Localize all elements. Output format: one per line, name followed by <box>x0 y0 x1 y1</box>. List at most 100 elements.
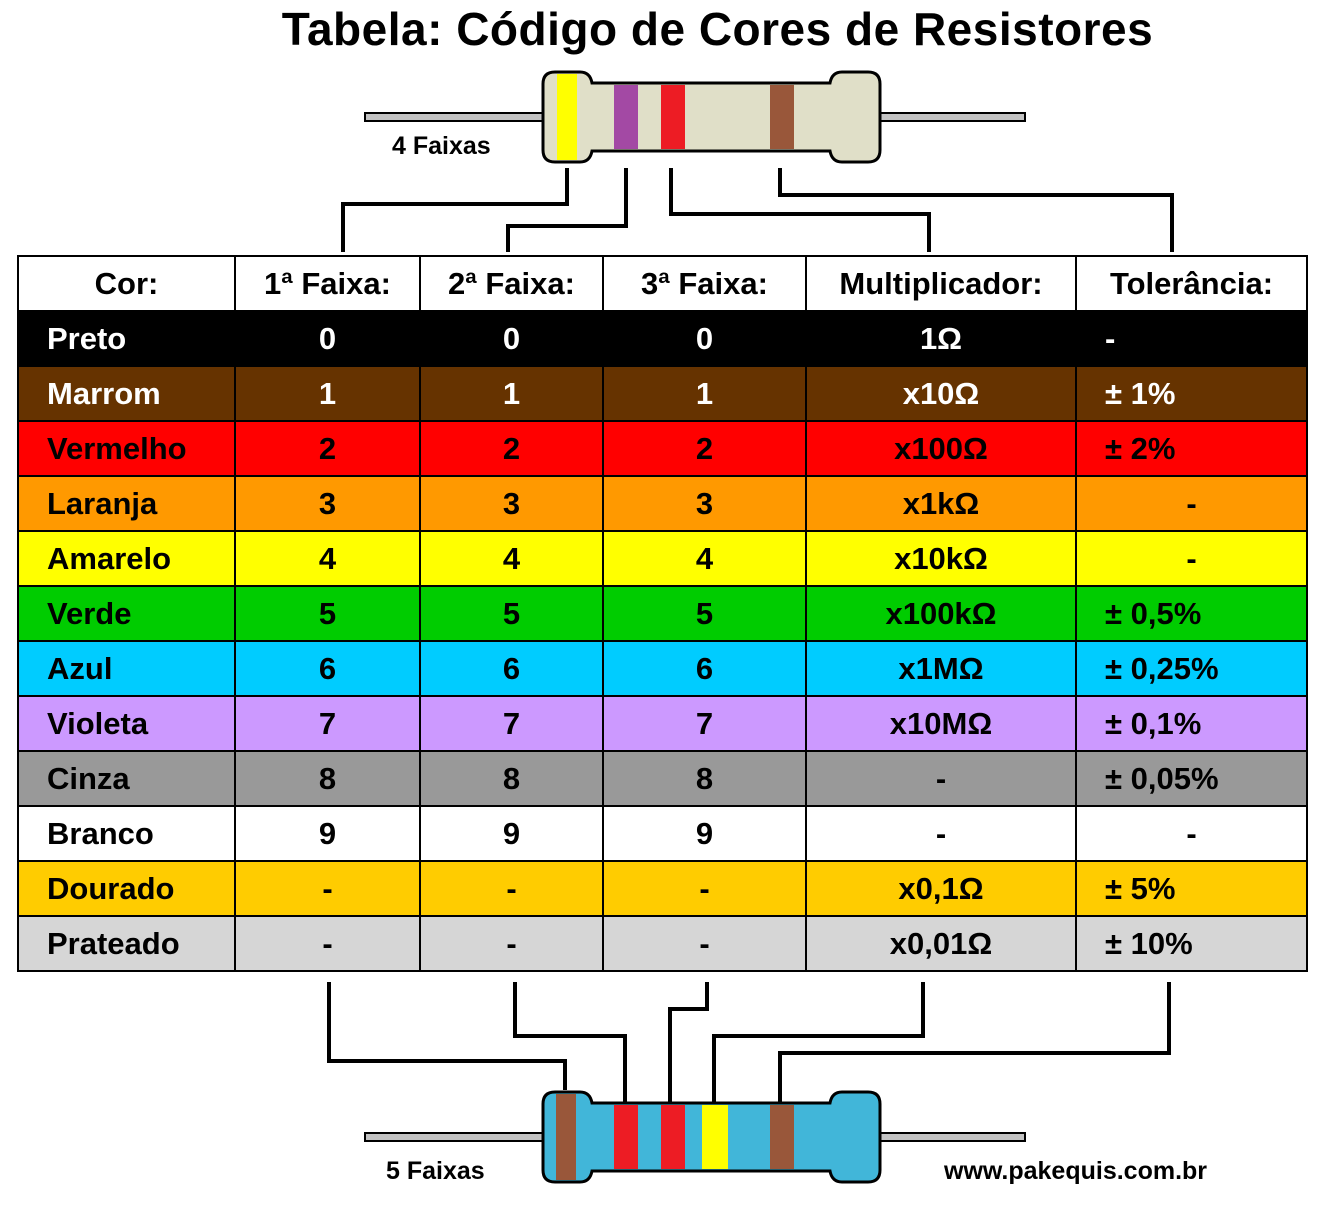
color-name-cell: Laranja <box>17 475 236 532</box>
band1-digit-cell: 8 <box>234 750 421 807</box>
resistor-5-band-5 <box>770 1105 794 1169</box>
band1-digit-cell: 2 <box>234 420 421 477</box>
resistor-4-band-4 <box>770 85 794 149</box>
table-row: Amarelo 4 4 4 x10kΩ - <box>17 530 1308 587</box>
band1-digit-cell: 3 <box>234 475 421 532</box>
color-name-cell: Azul <box>17 640 236 697</box>
multiplier-cell: - <box>805 805 1077 862</box>
band1-digit-cell: 5 <box>234 585 421 642</box>
band2-digit-cell: 8 <box>419 750 604 807</box>
multiplier-cell: x100Ω <box>805 420 1077 477</box>
band2-digit-cell: 7 <box>419 695 604 752</box>
table-row: Marrom 1 1 1 x10Ω ± 1% <box>17 365 1308 422</box>
tolerance-cell: - <box>1075 530 1308 587</box>
connector-top-1 <box>341 168 569 252</box>
table-row: Preto 0 0 0 1Ω - <box>17 310 1308 367</box>
tolerance-cell: - <box>1075 475 1308 532</box>
multiplier-cell: x100kΩ <box>805 585 1077 642</box>
band3-digit-cell: 3 <box>602 475 807 532</box>
multiplier-cell: x1MΩ <box>805 640 1077 697</box>
resistor-4-body <box>541 70 882 164</box>
band2-header: 2ª Faixa: <box>419 255 604 312</box>
band1-digit-cell: 9 <box>234 805 421 862</box>
multiplier-cell: x10Ω <box>805 365 1077 422</box>
table-row: Dourado - - - x0,1Ω ± 5% <box>17 860 1308 917</box>
tolerance-cell: ± 2% <box>1075 420 1308 477</box>
multiplier-header: Multiplicador: <box>805 255 1077 312</box>
connector-bottom-1 <box>327 982 567 1090</box>
connector-bottom-4 <box>712 982 925 1102</box>
band1-digit-cell: 1 <box>234 365 421 422</box>
band1-digit-cell: 6 <box>234 640 421 697</box>
tolerance-cell: ± 0,1% <box>1075 695 1308 752</box>
table-row: Verde 5 5 5 x100kΩ ± 0,5% <box>17 585 1308 642</box>
color-name-cell: Vermelho <box>17 420 236 477</box>
multiplier-cell: x10kΩ <box>805 530 1077 587</box>
connector-bottom-3 <box>668 982 709 1102</box>
color-name-cell: Dourado <box>17 860 236 917</box>
page-title: Tabela: Código de Cores de Resistores <box>281 3 1154 55</box>
band2-digit-cell: 3 <box>419 475 604 532</box>
band1-digit-cell: - <box>234 915 421 972</box>
band1-digit-cell: 0 <box>234 310 421 367</box>
color-name-cell: Branco <box>17 805 236 862</box>
band2-digit-cell: 5 <box>419 585 604 642</box>
multiplier-cell: x0,1Ω <box>805 860 1077 917</box>
band2-digit-cell: 6 <box>419 640 604 697</box>
band3-digit-cell: 9 <box>602 805 807 862</box>
table-row: Azul 6 6 6 x1MΩ ± 0,25% <box>17 640 1308 697</box>
band3-digit-cell: 8 <box>602 750 807 807</box>
band1-header: 1ª Faixa: <box>234 255 421 312</box>
tolerance-cell: ± 0,25% <box>1075 640 1308 697</box>
band3-digit-cell: 5 <box>602 585 807 642</box>
band2-digit-cell: 1 <box>419 365 604 422</box>
color-name-cell: Violeta <box>17 695 236 752</box>
resistor-5-band-4 <box>702 1105 728 1169</box>
resistor-4-band-1 <box>557 74 577 160</box>
band1-digit-cell: 4 <box>234 530 421 587</box>
color-name-cell: Amarelo <box>17 530 236 587</box>
band3-header: 3ª Faixa: <box>602 255 807 312</box>
multiplier-cell: x0,01Ω <box>805 915 1077 972</box>
band1-digit-cell: - <box>234 860 421 917</box>
tolerance-cell: - <box>1075 805 1308 862</box>
resistor-5-band-3 <box>661 1105 685 1169</box>
resistor-4-band-2 <box>614 85 638 149</box>
band3-digit-cell: 7 <box>602 695 807 752</box>
band3-digit-cell: 6 <box>602 640 807 697</box>
color-name-cell: Cinza <box>17 750 236 807</box>
table-row: Cinza 8 8 8- ± 0,05% <box>17 750 1308 807</box>
tolerance-cell: ± 0,05% <box>1075 750 1308 807</box>
tolerance-cell: ± 10% <box>1075 915 1308 972</box>
table-body: Preto 0 0 0 1Ω - Marrom 1 1 1 x10Ω ± 1% Vermelho 2 2 2 x… <box>17 310 1308 972</box>
band2-digit-cell: - <box>419 915 604 972</box>
resistor-5-band-2 <box>614 1105 638 1169</box>
website-url: www.pakequis.com.br <box>944 1157 1208 1185</box>
band1-digit-cell: 7 <box>234 695 421 752</box>
tolerance-cell: ± 1% <box>1075 365 1308 422</box>
tolerance-header: Tolerância: <box>1075 255 1308 312</box>
band2-digit-cell: - <box>419 860 604 917</box>
resistor-4-band-3 <box>661 85 685 149</box>
resistor-5-band-1 <box>556 1094 576 1180</box>
band3-digit-cell: 2 <box>602 420 807 477</box>
multiplier-cell: 1Ω <box>805 310 1077 367</box>
four-band-label: 4 Faixas <box>392 132 491 160</box>
color-name-cell: Preto <box>17 310 236 367</box>
table-row: Branco 9 9 9- - <box>17 805 1308 862</box>
band2-digit-cell: 9 <box>419 805 604 862</box>
band3-digit-cell: 4 <box>602 530 807 587</box>
table-header-row: Cor: 1ª Faixa: 2ª Faixa: 3ª Faixa: Multiplic… <box>17 255 1308 312</box>
color-code-table: Cor: 1ª Faixa: 2ª Faixa: 3ª Faixa: Multiplic… <box>17 255 1308 972</box>
band2-digit-cell: 4 <box>419 530 604 587</box>
table-row: Laranja 3 3 3 x1kΩ - <box>17 475 1308 532</box>
table-row: Vermelho 2 2 2 x100Ω ± 2% <box>17 420 1308 477</box>
table-row: Violeta 7 7 7 x10MΩ ± 0,1% <box>17 695 1308 752</box>
band3-digit-cell: - <box>602 915 807 972</box>
tolerance-cell: ± 0,5% <box>1075 585 1308 642</box>
band2-digit-cell: 2 <box>419 420 604 477</box>
connector-top-4 <box>778 168 1174 252</box>
multiplier-cell: x1kΩ <box>805 475 1077 532</box>
tolerance-cell: - <box>1075 310 1308 367</box>
